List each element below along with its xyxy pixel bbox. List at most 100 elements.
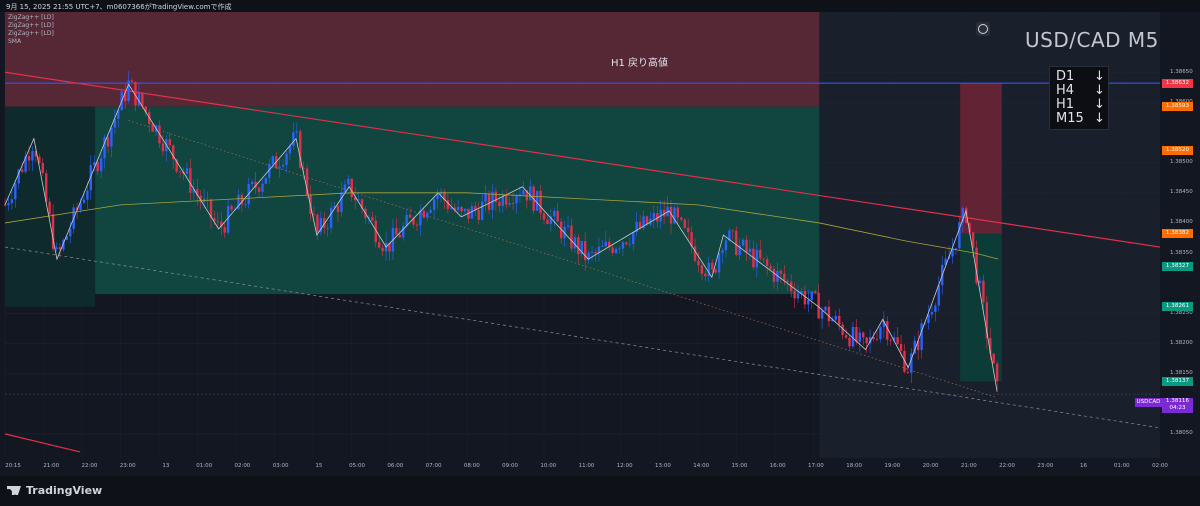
x-tick-label: 12:00 bbox=[616, 463, 633, 469]
candle-body bbox=[460, 206, 463, 212]
candle-body bbox=[721, 250, 724, 254]
candle-body bbox=[285, 153, 288, 166]
candle-body bbox=[38, 156, 41, 163]
x-tick-label: 11:00 bbox=[578, 463, 595, 469]
candle-body bbox=[113, 118, 117, 128]
x-tick-label: 03:00 bbox=[272, 463, 289, 469]
candle-body bbox=[690, 232, 693, 247]
candle-body bbox=[161, 143, 165, 152]
h1-resistance-label: H1 戻り高値 bbox=[611, 58, 669, 69]
candle-body bbox=[106, 137, 110, 147]
candle-body bbox=[838, 315, 841, 325]
candle-body bbox=[185, 168, 189, 174]
candle-body bbox=[436, 194, 439, 200]
candle-body bbox=[982, 280, 985, 303]
indicator-label-sma[interactable]: SMA bbox=[8, 38, 22, 45]
candle-body bbox=[765, 259, 769, 267]
indicator-label-zigzag-2[interactable]: ZigZag++ [LD] bbox=[8, 22, 54, 29]
candle-body bbox=[810, 291, 813, 300]
x-tick-label: 22:00 bbox=[81, 463, 98, 469]
candle-body bbox=[395, 228, 398, 235]
candle-body bbox=[446, 200, 450, 209]
candle-body bbox=[975, 247, 978, 284]
candle-body bbox=[69, 228, 72, 237]
candle-body bbox=[992, 353, 995, 364]
candle-body bbox=[848, 337, 851, 347]
candle-body bbox=[628, 244, 632, 245]
candle-body bbox=[350, 178, 353, 198]
candle-body bbox=[686, 227, 690, 233]
tradingview-logo[interactable]: TradingView bbox=[7, 484, 102, 497]
price-tag: 1.38593 bbox=[1162, 102, 1193, 112]
trendline-dashed bbox=[4, 246, 1161, 429]
candle-body bbox=[340, 192, 343, 213]
candle-body bbox=[680, 217, 683, 220]
candle-body bbox=[326, 227, 329, 229]
candle-body bbox=[872, 337, 875, 340]
candle-body bbox=[762, 258, 765, 260]
candle-body bbox=[172, 145, 175, 160]
candle-body bbox=[769, 266, 772, 269]
candle-body bbox=[360, 199, 364, 209]
trendline-segment bbox=[4, 433, 81, 453]
y-tick-label: 1.38600 bbox=[1170, 99, 1193, 105]
candle-body bbox=[268, 163, 271, 178]
candle-body bbox=[86, 190, 89, 200]
candle-body bbox=[477, 210, 480, 220]
symbol-watermark: USD/CAD M5 bbox=[1025, 28, 1159, 52]
indicator-label-zigzag-3[interactable]: ZigZag++ [LD] bbox=[8, 30, 54, 37]
candle-body bbox=[632, 232, 635, 245]
candle-body bbox=[611, 247, 614, 254]
candle-body bbox=[807, 299, 810, 305]
price-tag: 1.38261 bbox=[1162, 302, 1193, 312]
x-tick-label: 16 bbox=[1080, 463, 1088, 469]
candle-body bbox=[62, 239, 65, 250]
candle-body bbox=[741, 239, 745, 246]
candle-body bbox=[323, 217, 326, 228]
candle-body bbox=[371, 217, 374, 221]
candle-body bbox=[244, 204, 247, 206]
candle-body bbox=[127, 80, 130, 102]
candle-body bbox=[968, 222, 971, 233]
candle-body bbox=[93, 162, 96, 166]
candle-body bbox=[800, 290, 803, 294]
candle-body bbox=[597, 246, 601, 254]
x-tick-label: 01:00 bbox=[1113, 463, 1130, 469]
candle-body bbox=[415, 224, 419, 226]
circle-tool-icon[interactable] bbox=[976, 22, 990, 36]
candle-body bbox=[281, 165, 285, 167]
x-tick-label: 16:00 bbox=[769, 463, 786, 469]
candle-body bbox=[738, 245, 741, 256]
candle-body bbox=[570, 225, 573, 249]
candle-body bbox=[813, 291, 817, 293]
candle-body bbox=[697, 260, 700, 266]
candle-body bbox=[151, 123, 154, 132]
timeframe-label-d1: D1 bbox=[1056, 69, 1075, 84]
timeframe-label-h1: H1 bbox=[1056, 97, 1075, 112]
candle-body bbox=[862, 332, 865, 338]
candle-body bbox=[553, 210, 556, 217]
candle-body bbox=[34, 150, 38, 157]
candle-body bbox=[134, 81, 137, 106]
timeframe-trend-panel: D1 ↓ H4 ↓ H1 ↓ M15 ↓ bbox=[1049, 66, 1109, 130]
candle-body bbox=[618, 248, 621, 250]
candle-body bbox=[508, 202, 511, 205]
candle-body bbox=[130, 80, 134, 82]
y-tick-label: 1.38250 bbox=[1170, 309, 1193, 316]
candle-body bbox=[958, 222, 961, 249]
candle-body bbox=[209, 199, 213, 219]
candle-body bbox=[515, 195, 518, 204]
candle-body bbox=[27, 156, 31, 161]
candle-body bbox=[302, 167, 305, 169]
candle-body bbox=[529, 186, 532, 201]
candle-body bbox=[292, 132, 295, 146]
candle-body bbox=[271, 156, 274, 164]
indicator-label-zigzag-1[interactable]: ZigZag++ [LD] bbox=[8, 14, 54, 21]
candle-body bbox=[20, 169, 24, 172]
candle-body bbox=[347, 178, 350, 185]
candle-body bbox=[587, 252, 590, 261]
candle-body bbox=[827, 306, 831, 322]
tradingview-brand-text: TradingView bbox=[26, 484, 103, 497]
